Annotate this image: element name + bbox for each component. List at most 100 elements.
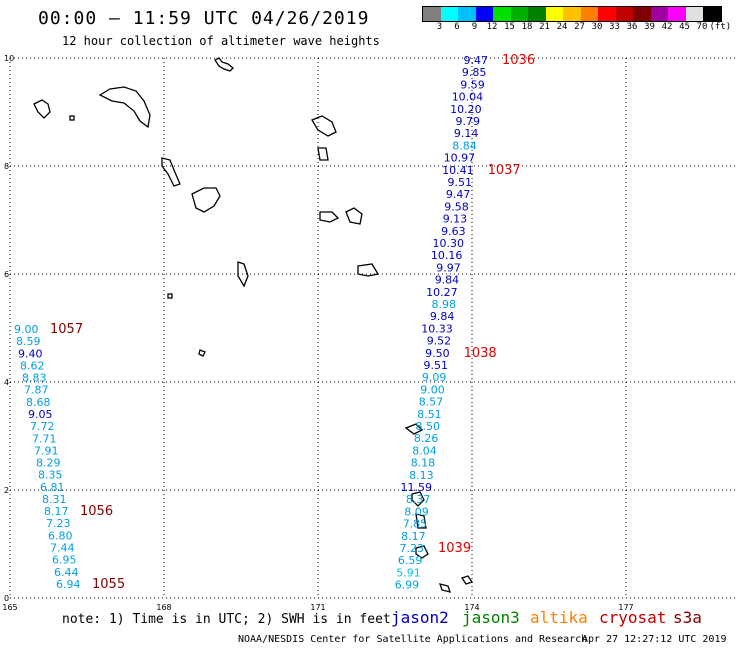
x-tick-label: 177	[618, 603, 633, 612]
island	[214, 57, 234, 72]
wave-height-label: 9.51	[448, 176, 473, 189]
wave-height-label: 7.23	[46, 517, 71, 530]
wave-height-label: 8.37	[406, 493, 431, 506]
scale-swatch	[563, 7, 581, 21]
scale-swatch	[458, 7, 476, 21]
x-tick-label: 168	[156, 603, 171, 612]
wave-height-label: 10.04	[452, 91, 484, 104]
wave-height-label: 6.99	[395, 579, 420, 592]
wave-height-label: 8.84	[452, 139, 477, 152]
wave-height-label: 9.63	[441, 225, 466, 238]
y-tick-label: 0	[4, 594, 9, 603]
x-tick-label: 171	[310, 603, 325, 612]
wave-height-label: 9.47	[446, 188, 471, 201]
map-title: 00:00 – 11:59 UTC 04/26/2019	[38, 8, 370, 29]
scale-swatch	[650, 7, 668, 21]
pass-time-label: 1056	[80, 504, 113, 519]
scale-label: 70	[696, 22, 708, 32]
satellite-legend-item: altika	[530, 608, 588, 627]
wave-height-label: 6.80	[48, 529, 73, 542]
wave-height-label: 9.58	[444, 200, 469, 213]
island	[167, 293, 173, 299]
pass-time-label: 1037	[488, 163, 521, 178]
scale-label: 6	[454, 22, 460, 32]
scale-swatch	[703, 7, 721, 21]
wave-height-label: 9.79	[456, 115, 481, 128]
satellite-legend-item: jason3	[462, 608, 520, 627]
color-scale-legend	[422, 6, 722, 22]
wave-height-label: 5.91	[396, 566, 421, 579]
wave-height-label: 8.68	[26, 396, 51, 409]
wave-height-label: 8.59	[16, 335, 41, 348]
wave-height-label: 8.35	[38, 469, 63, 482]
scale-label: 24	[556, 22, 568, 32]
scale-label: 27	[574, 22, 585, 32]
wave-height-label: 9.84	[430, 310, 455, 323]
wave-height-label: 7.87	[24, 384, 49, 397]
footer-timestamp: Apr 27 12:27:12 UTC 2019	[582, 634, 727, 645]
wave-height-label: 8.50	[416, 420, 441, 433]
island	[345, 207, 363, 225]
scale-swatch	[493, 7, 511, 21]
wave-height-label: 7.71	[32, 432, 57, 445]
wave-height-label: 9.00	[14, 323, 39, 336]
wave-height-label: 9.14	[454, 127, 479, 140]
wave-height-label: 7.85	[403, 518, 428, 531]
scale-swatch	[475, 7, 493, 21]
scale-label: 33	[609, 22, 620, 32]
wave-height-label: 9.51	[424, 359, 449, 372]
scale-label: (ft)	[709, 22, 732, 32]
wave-height-label: 8.04	[412, 444, 437, 457]
wave-height-label: 6.59	[398, 554, 423, 567]
wave-height-label: 9.09	[422, 371, 447, 384]
island	[439, 583, 451, 593]
map-subtitle: 12 hour collection of altimeter wave hei…	[62, 34, 380, 48]
pass-time-label: 1036	[502, 53, 535, 68]
y-tick-label: 4	[4, 378, 9, 387]
island	[415, 545, 429, 559]
wave-height-label: 9.50	[425, 347, 450, 360]
wave-height-label: 10.20	[450, 103, 482, 116]
wave-height-label: 8.51	[417, 408, 442, 421]
wave-height-label: 9.84	[435, 274, 460, 287]
scale-swatch	[615, 7, 633, 21]
wave-height-label: 8.13	[409, 469, 434, 482]
island	[237, 261, 249, 288]
scale-swatch	[685, 7, 703, 21]
wave-height-label: 7.91	[34, 444, 59, 457]
scale-label: 36	[626, 22, 638, 32]
wave-height-label: 9.13	[443, 213, 468, 226]
wave-height-label: 8.29	[36, 457, 61, 470]
wave-height-label: 8.57	[419, 396, 444, 409]
pass-time-label: 1057	[50, 322, 83, 337]
scale-label: 12	[486, 22, 498, 32]
wave-height-label: 9.00	[420, 383, 445, 396]
island-outlines	[33, 57, 474, 593]
island	[161, 157, 181, 187]
island	[357, 263, 380, 277]
wave-height-label: 9.59	[460, 78, 485, 91]
footnote: note: 1) Time is in UTC; 2) SWH is in fe…	[62, 612, 391, 627]
wave-height-label: 7.44	[50, 542, 75, 555]
scale-swatch	[668, 7, 686, 21]
scale-swatch	[545, 7, 563, 21]
scale-swatch	[423, 7, 441, 21]
footer-credit: NOAA/NESDIS Center for Satellite Applica…	[238, 634, 588, 645]
scale-label: 18	[521, 22, 533, 32]
wave-height-label: 8.98	[432, 298, 457, 311]
wave-height-label: 9.97	[436, 261, 461, 274]
island	[411, 491, 425, 507]
scale-swatch	[510, 7, 528, 21]
satellite-legend-item: jason2	[391, 608, 449, 627]
x-tick-label: 174	[464, 603, 479, 612]
wave-height-label: 8.62	[20, 359, 45, 372]
wave-height-label: 10.16	[431, 249, 463, 262]
scale-swatch	[528, 7, 546, 21]
wave-height-label: 9.85	[462, 66, 487, 79]
island	[191, 187, 221, 213]
wave-height-label: 9.52	[427, 335, 452, 348]
island	[98, 86, 151, 129]
axis-tick-labels: 165 168 171 174 177 0 2 4 6 8 10	[2, 54, 633, 612]
wave-height-label: 8.17	[44, 505, 69, 518]
